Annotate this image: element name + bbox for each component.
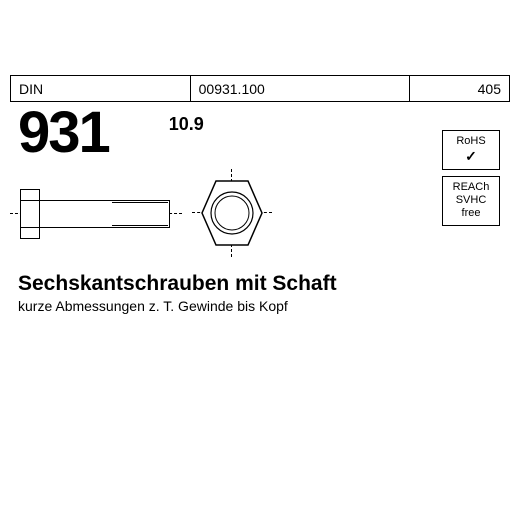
rohs-label: RoHS bbox=[445, 135, 497, 148]
diagram-row bbox=[10, 167, 510, 262]
reach-line3: free bbox=[445, 207, 497, 220]
reach-badge: REACh SVHC free bbox=[442, 176, 500, 226]
datasheet-card: DIN 00931.100 405 931 10.9 bbox=[10, 75, 510, 445]
compliance-badges: RoHS ✓ REACh SVHC free bbox=[442, 130, 500, 226]
reach-line1: REACh bbox=[445, 181, 497, 194]
header-table: DIN 00931.100 405 bbox=[10, 75, 510, 102]
strength-class: 10.9 bbox=[169, 114, 204, 135]
title-row: 931 10.9 bbox=[10, 102, 510, 162]
product-title: Sechskantschrauben mit Schaft bbox=[10, 262, 510, 298]
din-number: 931 bbox=[18, 104, 109, 162]
bolt-head-side bbox=[20, 189, 40, 239]
check-icon: ✓ bbox=[445, 148, 497, 165]
reach-line2: SVHC bbox=[445, 194, 497, 207]
hexagon-icon bbox=[200, 177, 264, 249]
product-subtitle: kurze Abmessungen z. T. Gewinde bis Kopf bbox=[10, 298, 510, 314]
header-ref: 405 bbox=[410, 76, 510, 102]
hex-front-view bbox=[200, 177, 264, 249]
header-code: 00931.100 bbox=[190, 76, 410, 102]
bolt-thread bbox=[112, 202, 168, 226]
header-standard: DIN bbox=[11, 76, 191, 102]
rohs-badge: RoHS ✓ bbox=[442, 130, 500, 170]
